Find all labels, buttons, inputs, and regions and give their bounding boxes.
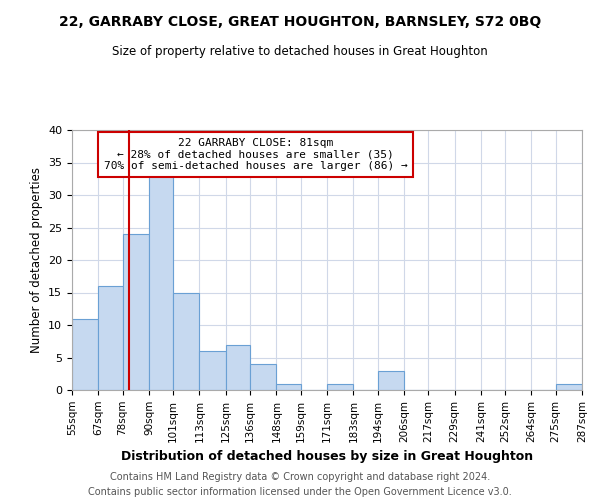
Text: 22 GARRABY CLOSE: 81sqm
← 28% of detached houses are smaller (35)
70% of semi-de: 22 GARRABY CLOSE: 81sqm ← 28% of detache… — [104, 138, 407, 171]
Text: Contains public sector information licensed under the Open Government Licence v3: Contains public sector information licen… — [88, 487, 512, 497]
Text: Contains HM Land Registry data © Crown copyright and database right 2024.: Contains HM Land Registry data © Crown c… — [110, 472, 490, 482]
Bar — [72, 318, 98, 390]
Bar — [98, 286, 122, 390]
Bar — [250, 364, 277, 390]
Bar — [173, 292, 199, 390]
Bar — [277, 384, 301, 390]
Bar — [556, 384, 582, 390]
Text: 22, GARRABY CLOSE, GREAT HOUGHTON, BARNSLEY, S72 0BQ: 22, GARRABY CLOSE, GREAT HOUGHTON, BARNS… — [59, 15, 541, 29]
Bar — [199, 351, 226, 390]
Bar — [226, 344, 250, 390]
Bar — [377, 370, 404, 390]
Y-axis label: Number of detached properties: Number of detached properties — [29, 167, 43, 353]
X-axis label: Distribution of detached houses by size in Great Houghton: Distribution of detached houses by size … — [121, 450, 533, 463]
Bar — [327, 384, 353, 390]
Bar — [149, 176, 173, 390]
Text: Size of property relative to detached houses in Great Houghton: Size of property relative to detached ho… — [112, 45, 488, 58]
Bar — [122, 234, 149, 390]
